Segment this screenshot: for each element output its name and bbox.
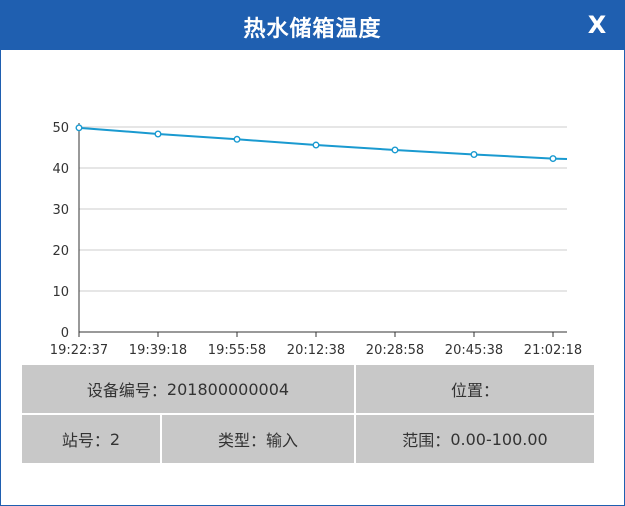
info-row: 设备编号： 201800000004 位置： — [22, 365, 594, 413]
data-point — [75, 124, 83, 132]
y-tick-label: 0 — [61, 326, 69, 341]
type-value: 输入 — [266, 431, 299, 450]
x-tick-label: 20:28:58 — [366, 343, 424, 358]
y-tick-label: 20 — [52, 244, 69, 259]
dialog-titlebar: 热水储箱温度 X — [1, 1, 624, 50]
y-tick-label: 40 — [52, 162, 69, 177]
type-cell: 类型： 输入 — [162, 415, 354, 463]
x-tick-label: 20:12:38 — [287, 343, 345, 358]
position-label: 位置： — [450, 381, 499, 400]
device-number-cell: 设备编号： 201800000004 — [22, 365, 354, 413]
data-point — [470, 150, 478, 158]
range-value: 0.00-100.00 — [450, 429, 548, 449]
data-point — [391, 146, 399, 154]
x-tick-label: 19:22:37 — [50, 343, 108, 358]
x-tick-label: 21:02:18 — [524, 343, 582, 358]
y-tick-label: 10 — [52, 285, 69, 300]
temperature-line-chart: 0 10 20 30 40 50 19:22:37 19:39:18 19:55:58 20:12… — [50, 121, 582, 358]
type-label: 类型： — [217, 431, 266, 450]
data-point — [312, 141, 320, 149]
x-tick-label: 20:45:38 — [445, 343, 503, 358]
station-label: 站号： — [61, 431, 110, 450]
info-row: 站号： 2 类型： 输入 范围： 0.00-100.00 — [22, 415, 594, 463]
device-number-value: 201800000004 — [166, 379, 290, 399]
dialog-title: 热水储箱温度 — [243, 17, 382, 42]
device-number-label: 设备编号： — [86, 381, 167, 400]
range-cell: 范围： 0.00-100.00 — [356, 415, 594, 463]
y-tick-label: 50 — [52, 121, 69, 136]
station-cell: 站号： 2 — [22, 415, 160, 463]
y-tick-label: 30 — [52, 203, 69, 218]
data-point — [549, 155, 557, 163]
station-value: 2 — [109, 429, 121, 449]
series-line — [78, 126, 568, 160]
x-tick-label: 19:39:18 — [129, 343, 187, 358]
range-label: 范围： — [402, 431, 451, 450]
close-button[interactable]: X — [587, 11, 607, 39]
data-point — [154, 130, 162, 138]
position-cell: 位置： — [356, 365, 594, 413]
data-point — [233, 135, 241, 143]
x-tick-label: 19:55:58 — [208, 343, 266, 358]
device-info-table: 设备编号： 201800000004 位置： 站号： 2 类型： 输入 范围： 0.00… — [22, 365, 594, 463]
